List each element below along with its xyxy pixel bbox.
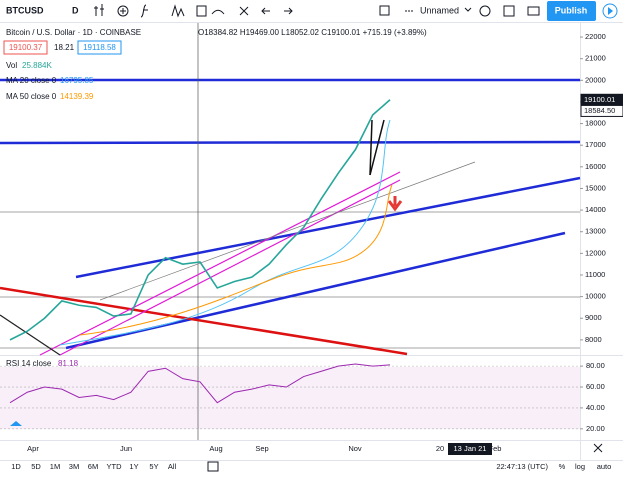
range-button[interactable]: 5Y [149, 462, 158, 471]
y-tick-label: 17000 [585, 140, 606, 149]
range-button[interactable]: All [168, 462, 177, 471]
rsi-tick-label: 20.00 [586, 424, 605, 433]
range-button[interactable]: YTD [107, 462, 123, 471]
publish-label[interactable]: Publish [555, 5, 588, 15]
logo [10, 421, 22, 426]
y-tick-label: 18000 [585, 119, 606, 128]
scale-option[interactable]: auto [597, 462, 612, 471]
rsi-tick-label: 80.00 [586, 361, 605, 370]
x-tick-label: Aug [209, 444, 222, 453]
range-button[interactable]: 6M [88, 462, 98, 471]
publish-button[interactable] [547, 1, 596, 21]
range-button[interactable]: 1Y [129, 462, 138, 471]
rsi-tick-label: 60.00 [586, 382, 605, 391]
ask-box[interactable] [77, 40, 122, 55]
price-tag-label: 18584.50 [584, 106, 615, 115]
price-line [9, 99, 391, 341]
x-tick-label: Nov [348, 444, 362, 453]
y-tick-label: 20000 [585, 75, 606, 84]
y-tick-label: 9000 [585, 313, 602, 322]
y-tick-label: 22000 [585, 32, 606, 41]
y-tick-label: 13000 [585, 227, 606, 236]
cursor-date-box [448, 443, 492, 455]
legend-title: Bitcoin / U.S. Dollar · 1D · COINBASE [6, 28, 141, 37]
y-tick-label: 11000 [585, 270, 605, 279]
y-tick-label: 8000 [585, 335, 602, 344]
ma20-value: 16795.85 [60, 76, 94, 85]
x-tick-label: Sep [255, 444, 268, 453]
x-tick-label: Feb [489, 444, 502, 453]
ma50-value: 14139.39 [60, 92, 94, 101]
price-tag-label: 19100.01 [584, 95, 615, 104]
rsi-band [0, 367, 580, 429]
ma50-label: MA 50 close 0 [6, 92, 57, 101]
ask[interactable]: 19118.58 [83, 43, 116, 52]
scale-option[interactable]: log [575, 462, 585, 471]
vol-value: 25.884K [22, 61, 52, 70]
rsi-line [9, 363, 391, 404]
price-tag [580, 104, 623, 117]
interval[interactable]: D [72, 5, 79, 15]
y-tick-label: 12000 [585, 248, 606, 257]
rsi-value: 81.18 [58, 359, 79, 368]
x-tick-label: Apr [27, 444, 39, 453]
vol-label: Vol [6, 61, 17, 70]
symbol[interactable]: BTCUSD [6, 5, 44, 15]
range-button[interactable]: 1D [11, 462, 21, 471]
layout-name[interactable]: Unnamed [420, 5, 459, 15]
y-tick-label: 14000 [585, 205, 606, 214]
settings-icon[interactable] [593, 443, 603, 453]
toolbar [0, 0, 623, 22]
goto-date-icon[interactable] [207, 461, 219, 472]
range-button[interactable]: 3M [69, 462, 79, 471]
y-tick-label: 16000 [585, 162, 606, 171]
rsi-title: RSI 14 close [6, 359, 52, 368]
play-icon [608, 7, 613, 15]
clock: 22:47:13 (UTC) [496, 462, 548, 471]
range-button[interactable]: 1M [50, 462, 60, 471]
y-tick-label: 21000 [585, 54, 606, 63]
toolbar-icons[interactable] [94, 3, 618, 19]
y-tick-label: 10000 [585, 292, 606, 301]
scale-option[interactable]: % [559, 462, 566, 471]
y-tick-label: 15000 [585, 183, 606, 192]
x-tick-label: 13 Jan 21 [454, 444, 487, 453]
legend-ohlc: O18384.82 H19469.00 L18052.02 C19100.01 … [198, 28, 427, 37]
bid[interactable]: 19100.37 [9, 43, 43, 52]
drawings [0, 23, 581, 440]
ma20-label: MA 20 close 0 [6, 76, 57, 85]
range-button[interactable]: 5D [31, 462, 41, 471]
spread: 18.21 [54, 43, 75, 52]
rsi-tick-label: 40.00 [586, 403, 605, 412]
bid-box[interactable] [3, 40, 48, 55]
x-tick-label: 20 [436, 444, 444, 453]
x-tick-label: Jun [120, 444, 132, 453]
